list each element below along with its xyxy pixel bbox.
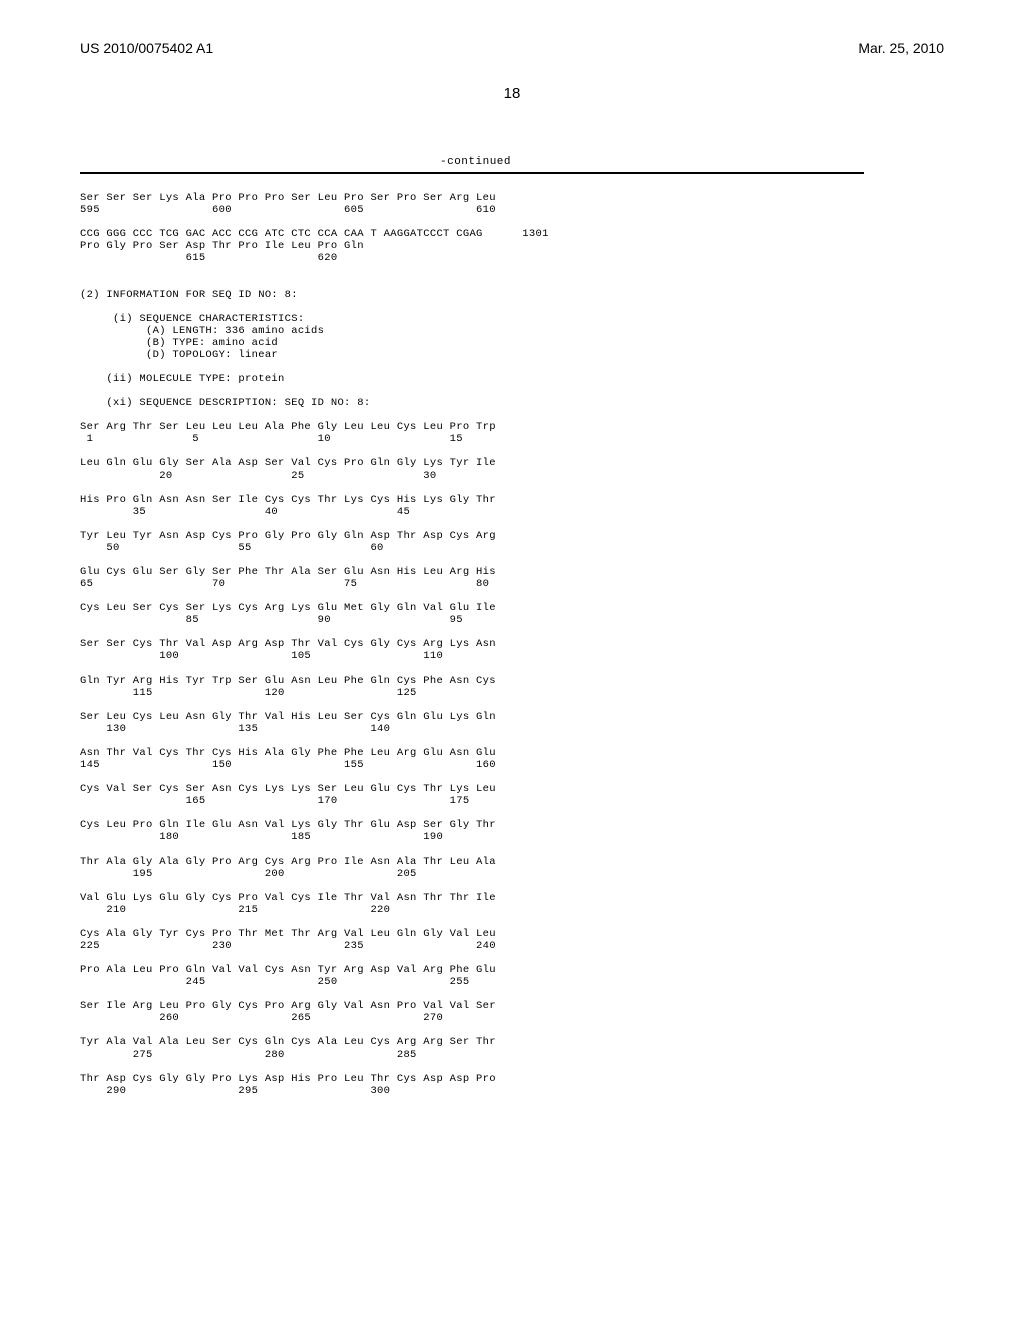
protein-nums: 1 5 10 15	[80, 433, 463, 445]
protein-row: Asn Thr Val Cys Thr Cys His Ala Gly Phe …	[80, 747, 496, 759]
protein-nums: 145 150 155 160	[80, 759, 496, 771]
protein-nums: 115 120 125	[80, 687, 417, 699]
protein-nums: 210 215 220	[80, 904, 390, 916]
protein-row: Ser Ser Cys Thr Val Asp Arg Asp Thr Val …	[80, 638, 496, 650]
protein-nums: 260 265 270	[80, 1012, 443, 1024]
protein-row: Glu Cys Glu Ser Gly Ser Phe Thr Ala Ser …	[80, 566, 496, 578]
protein-row: Ser Ile Arg Leu Pro Gly Cys Pro Arg Gly …	[80, 1000, 496, 1012]
protein-row: Thr Ala Gly Ala Gly Pro Arg Cys Arg Pro …	[80, 856, 496, 868]
protein-nums: 165 170 175	[80, 795, 469, 807]
protein-row: Pro Ala Leu Pro Gln Val Val Cys Asn Tyr …	[80, 964, 496, 976]
seq-nums: 595 600 605 610	[80, 204, 496, 216]
seq-row: Pro Gly Pro Ser Asp Thr Pro Ile Leu Pro …	[80, 240, 364, 252]
protein-row: Leu Gln Glu Gly Ser Ala Asp Ser Val Cys …	[80, 457, 496, 469]
sequence-listing: Ser Ser Ser Lys Ala Pro Pro Pro Ser Leu …	[80, 180, 549, 1097]
protein-nums: 20 25 30	[80, 470, 436, 482]
seq-row: CCG GGG CCC TCG GAC ACC CCG ATC CTC CCA …	[80, 228, 549, 240]
protein-row: Cys Leu Ser Cys Ser Lys Cys Arg Lys Glu …	[80, 602, 496, 614]
seq-char-type: (B) TYPE: amino acid	[80, 337, 278, 349]
protein-row: Ser Leu Cys Leu Asn Gly Thr Val His Leu …	[80, 711, 496, 723]
seq-char-topology: (D) TOPOLOGY: linear	[80, 349, 278, 361]
continued-label: -continued	[440, 156, 511, 168]
seq-characteristics-title: (i) SEQUENCE CHARACTERISTICS:	[80, 313, 304, 325]
seq-molecule-type: (ii) MOLECULE TYPE: protein	[80, 373, 285, 385]
protein-row: Val Glu Lys Glu Gly Cys Pro Val Cys Ile …	[80, 892, 496, 904]
protein-nums: 130 135 140	[80, 723, 390, 735]
seq-description: (xi) SEQUENCE DESCRIPTION: SEQ ID NO: 8:	[80, 397, 370, 409]
protein-nums: 225 230 235 240	[80, 940, 496, 952]
protein-row: Cys Ala Gly Tyr Cys Pro Thr Met Thr Arg …	[80, 928, 496, 940]
protein-nums: 195 200 205	[80, 868, 417, 880]
protein-nums: 35 40 45	[80, 506, 410, 518]
protein-nums: 275 280 285	[80, 1049, 417, 1061]
protein-row: Cys Val Ser Cys Ser Asn Cys Lys Lys Ser …	[80, 783, 496, 795]
seq-info-title: (2) INFORMATION FOR SEQ ID NO: 8:	[80, 289, 298, 301]
protein-nums: 180 185 190	[80, 831, 443, 843]
protein-row: Ser Arg Thr Ser Leu Leu Leu Ala Phe Gly …	[80, 421, 496, 433]
page-header: US 2010/0075402 A1 Mar. 25, 2010	[0, 40, 1024, 56]
protein-row: Tyr Leu Tyr Asn Asp Cys Pro Gly Pro Gly …	[80, 530, 496, 542]
seq-nums: 615 620	[80, 252, 337, 264]
publication-number: US 2010/0075402 A1	[80, 40, 213, 56]
protein-row: Thr Asp Cys Gly Gly Pro Lys Asp His Pro …	[80, 1073, 496, 1085]
protein-row: Gln Tyr Arg His Tyr Trp Ser Glu Asn Leu …	[80, 675, 496, 687]
protein-nums: 290 295 300	[80, 1085, 390, 1097]
divider-top	[80, 172, 864, 174]
protein-row: Tyr Ala Val Ala Leu Ser Cys Gln Cys Ala …	[80, 1036, 496, 1048]
protein-row: Cys Leu Pro Gln Ile Glu Asn Val Lys Gly …	[80, 819, 496, 831]
protein-nums: 100 105 110	[80, 650, 443, 662]
protein-row: His Pro Gln Asn Asn Ser Ile Cys Cys Thr …	[80, 494, 496, 506]
protein-nums: 50 55 60	[80, 542, 384, 554]
seq-row: Ser Ser Ser Lys Ala Pro Pro Pro Ser Leu …	[80, 192, 496, 204]
protein-nums: 85 90 95	[80, 614, 463, 626]
publication-date: Mar. 25, 2010	[858, 40, 944, 56]
seq-char-length: (A) LENGTH: 336 amino acids	[80, 325, 324, 337]
protein-nums: 65 70 75 80	[80, 578, 489, 590]
page-number: 18	[504, 85, 521, 102]
protein-nums: 245 250 255	[80, 976, 469, 988]
